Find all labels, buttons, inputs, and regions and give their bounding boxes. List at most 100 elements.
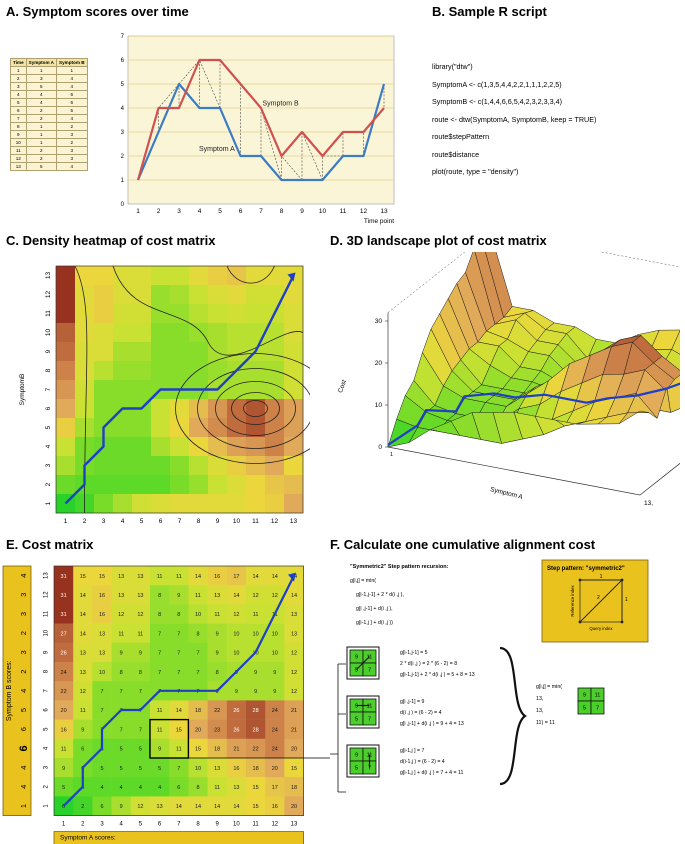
cost-cell <box>207 758 228 778</box>
heatmap-cell <box>56 285 76 305</box>
heatmap-cell <box>113 342 133 362</box>
cost-cell-value: 7 <box>139 727 142 733</box>
r-script-line: library("dtw") <box>432 62 473 71</box>
heatmap-cell <box>284 399 304 419</box>
y-tick-label: 6 <box>45 406 52 410</box>
cost-cell-value: 20 <box>291 804 297 810</box>
cost-cell-value: 21 <box>291 727 297 733</box>
cost-cell-value: 8 <box>139 670 142 676</box>
step-pattern-node <box>578 578 582 582</box>
cost-cell-value: 5 <box>62 785 65 791</box>
density-heatmap: 1122334455667788991010111112121313Sympto… <box>19 265 310 525</box>
z-tick-label: 20 <box>375 360 383 367</box>
cost-cell <box>130 719 151 740</box>
cost-cell-value: 7 <box>177 689 180 695</box>
y-tick-label: 5 <box>45 425 52 429</box>
alignment-line <box>199 59 221 109</box>
cost-cell-value: 9 <box>120 804 123 810</box>
table-cell: 12 <box>10 154 27 163</box>
cost-cell-value: 15 <box>99 574 105 580</box>
b-score-value: 1 <box>19 804 28 808</box>
x-tick-label: 7 <box>259 208 263 215</box>
step-pattern-node <box>578 620 582 624</box>
heatmap-cell <box>75 380 95 400</box>
origin-label: 1 <box>390 452 393 458</box>
cost-cell <box>265 662 285 682</box>
cost-cell <box>150 796 170 816</box>
b-score-value: 4 <box>19 785 28 789</box>
heatmap-cell <box>94 494 114 514</box>
cost-cell-value: 15 <box>176 727 182 733</box>
heatmap-cell <box>170 361 190 381</box>
cost-cell <box>226 623 247 644</box>
cost-cell-value: 18 <box>214 747 220 753</box>
cost-cell <box>226 604 247 624</box>
table-cell: 2 <box>25 106 58 115</box>
heatmap-cell <box>284 361 304 381</box>
b-score-value: 3 <box>19 593 28 597</box>
step-pattern-box <box>541 559 649 643</box>
cost-cell <box>265 758 285 778</box>
cost-cell-value: 11 <box>157 727 163 733</box>
heatmap-cell <box>132 380 152 400</box>
panel-title-b: B. Sample R script <box>432 4 547 19</box>
y-tick-label: 7 <box>121 34 125 40</box>
cost-cell <box>246 796 266 816</box>
y-tick-label: 5 <box>121 82 125 88</box>
calc-cell-value: 5 <box>355 766 358 772</box>
heatmap-cell <box>246 361 266 381</box>
table-cell: 6 <box>56 98 88 107</box>
cost-cell <box>226 758 247 778</box>
heatmap-cell <box>56 475 76 495</box>
cost-cell <box>284 604 304 624</box>
heatmap-cell <box>75 285 95 305</box>
step-pattern-title: Step pattern: "symmetric2" <box>547 566 625 572</box>
contour-line <box>243 400 268 417</box>
table-cell: 2 <box>25 154 58 163</box>
heatmap-cell <box>189 494 209 514</box>
calc-block-frame <box>346 744 380 778</box>
result-line: 13, <box>536 696 543 702</box>
cost-cell-value: 14 <box>272 574 278 580</box>
cost-cell <box>73 604 93 624</box>
cost-cell <box>207 796 228 816</box>
heatmap-cell <box>189 304 209 324</box>
bracket-lines <box>330 663 346 793</box>
table-row: 13 5 4 <box>10 162 88 171</box>
series-line-symptom-b <box>136 58 385 181</box>
y-tick-label: 4 <box>121 106 125 112</box>
cost-cell <box>54 777 74 797</box>
cost-cell-value: 20 <box>61 708 67 714</box>
b-score-value: 3 <box>19 650 28 654</box>
cost-cell-value: 9 <box>62 766 65 772</box>
heatmap-cell <box>189 418 209 438</box>
alignment-line <box>281 155 303 181</box>
cost-cell-value: 4 <box>120 785 123 791</box>
heatmap-cell <box>170 342 190 362</box>
cost-cell <box>54 758 74 778</box>
cost-cell-value: 7 <box>177 670 180 676</box>
series-label-symptom-a: Symptom A <box>199 146 235 153</box>
table-cell: 3 <box>56 130 88 139</box>
table-cell: 4 <box>56 162 88 171</box>
heatmap-cell <box>132 456 152 476</box>
cost-cell <box>54 719 74 740</box>
cost-cell <box>207 604 228 624</box>
recursion-title: "Symmetric2" Step pattern recursion: <box>350 564 449 570</box>
cost-cell <box>169 623 189 644</box>
cost-cell <box>73 642 93 663</box>
cost-cell <box>246 681 266 701</box>
cost-cell <box>246 623 266 644</box>
table-cell: 5 <box>56 106 88 115</box>
cost-cell <box>54 681 74 701</box>
cost-cell <box>246 777 266 797</box>
y-tick-label: 3 <box>45 463 52 467</box>
cost-cell-value: 7 <box>158 670 161 676</box>
cost-cell-value: 7 <box>100 689 103 695</box>
cost-cell-value: 7 <box>177 651 180 657</box>
cost-cell-value: 9 <box>235 689 238 695</box>
cost-cell <box>246 758 266 778</box>
cost-cell-value: 11 <box>80 708 86 714</box>
